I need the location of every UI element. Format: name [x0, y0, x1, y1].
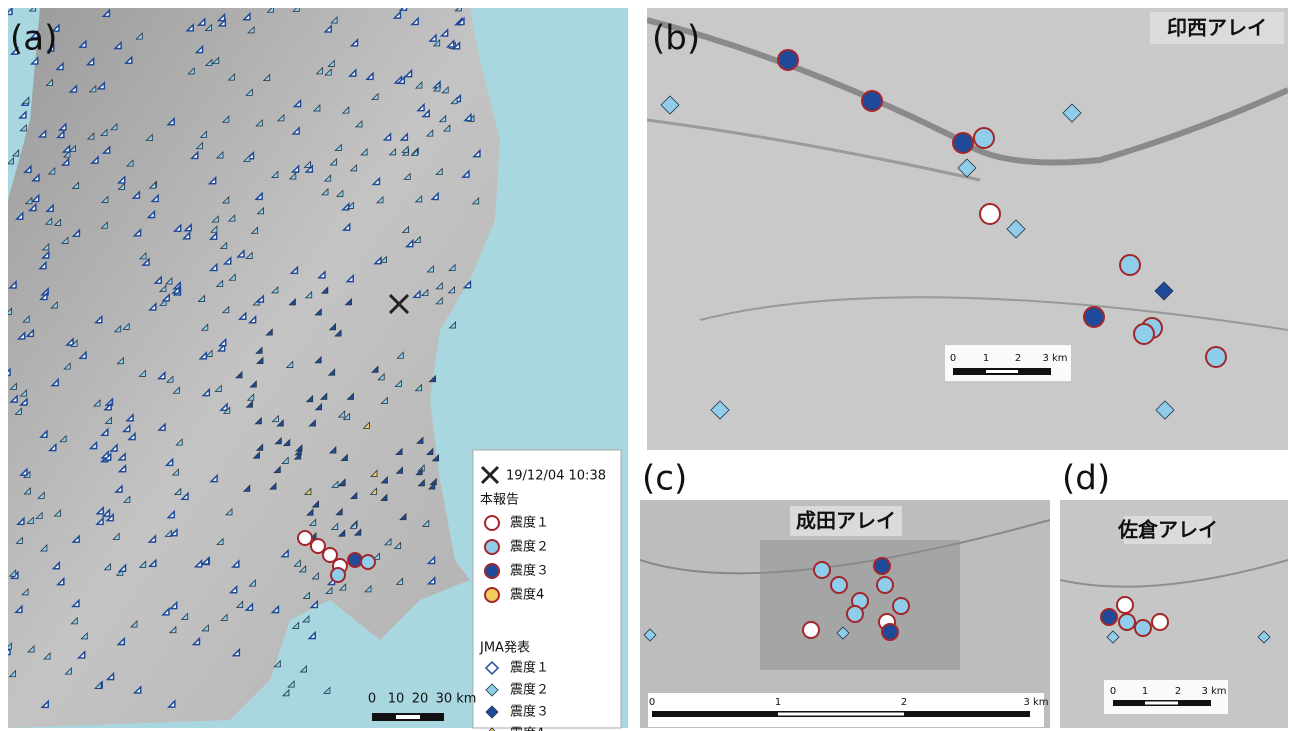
report-marker [862, 91, 882, 111]
report-marker [485, 516, 499, 530]
report-marker [980, 204, 1000, 224]
legend-text: 震度4 [510, 587, 544, 603]
report-marker [874, 558, 890, 574]
report-marker [485, 540, 499, 554]
report-marker [1120, 255, 1140, 275]
scale-label: 20 [412, 692, 429, 707]
report-marker [1119, 614, 1135, 630]
scale-label: 0 [1110, 686, 1116, 697]
report-marker [1117, 597, 1133, 613]
legend-text: 震度３ [510, 563, 549, 579]
panel-title: 佐倉アレイ [1117, 518, 1218, 542]
scale-label: 1 [1142, 686, 1148, 697]
scale-label: 2 [901, 697, 907, 708]
legend-title: JMA発表 [479, 641, 530, 656]
report-marker [893, 598, 909, 614]
scale-label: 3 km [1042, 353, 1067, 364]
legend-text: 19/12/04 10:38 [506, 469, 606, 484]
scale-label: 0 [950, 353, 956, 364]
scale-label: 1 [983, 353, 989, 364]
report-marker [814, 562, 830, 578]
report-marker [485, 588, 499, 602]
legend-text: 震度２ [510, 682, 549, 698]
scale-label: 0 [368, 692, 376, 707]
legend-text: 震度4 [510, 726, 544, 731]
legend: 19/12/04 10:38 本報告 JMA発表 震度１ 震度１ 震度２ 震度２ 震度３… [473, 450, 621, 731]
jma-marker [455, 5, 461, 11]
legend-title: 本報告 [480, 493, 519, 508]
scale-label: 2 [1175, 686, 1181, 697]
scale-label: 3 km [1201, 686, 1226, 697]
report-marker [348, 553, 362, 567]
panel-label: (a) [10, 19, 57, 59]
figure: (a) 19/12/04 10:38 本報告 JMA発表 震度１ 震度１ 震度２ 震度… [0, 0, 1293, 731]
report-marker [1101, 609, 1117, 625]
panel-b-map [647, 8, 1288, 450]
jma-marker [4, 369, 10, 375]
scale-label: 0 [649, 697, 655, 708]
panel-title: 印西アレイ [1167, 16, 1267, 40]
report-marker [331, 568, 345, 582]
report-marker [1084, 307, 1104, 327]
report-marker [485, 564, 499, 578]
report-marker [1152, 614, 1168, 630]
report-marker [1206, 347, 1226, 367]
report-marker [847, 606, 863, 622]
legend-text: 震度２ [510, 539, 549, 555]
scale-label: 3 km [1023, 697, 1048, 708]
scale-label: 30 km [436, 692, 477, 707]
scale-label: 1 [775, 697, 781, 708]
report-marker [1135, 620, 1151, 636]
legend-text: 震度３ [510, 704, 549, 720]
legend-text: 震度１ [510, 515, 549, 531]
report-marker [974, 128, 994, 148]
panel-label: (b) [652, 19, 700, 59]
scale-label: 2 [1015, 353, 1021, 364]
report-marker [803, 622, 819, 638]
panel-label: (c) [642, 459, 687, 499]
legend-text: 震度１ [510, 660, 549, 676]
report-marker [361, 555, 375, 569]
report-marker [882, 624, 898, 640]
report-marker [831, 577, 847, 593]
scale-label: 10 [388, 692, 405, 707]
report-marker [1134, 324, 1154, 344]
report-marker [298, 531, 312, 545]
report-marker [311, 539, 325, 553]
report-marker [877, 577, 893, 593]
panel-title: 成田アレイ [796, 509, 896, 533]
report-marker [778, 50, 798, 70]
report-marker [953, 133, 973, 153]
jma-marker [401, 4, 407, 10]
panel-label: (d) [1062, 459, 1110, 499]
scale-bar: 0 1 2 3 km [945, 345, 1071, 381]
